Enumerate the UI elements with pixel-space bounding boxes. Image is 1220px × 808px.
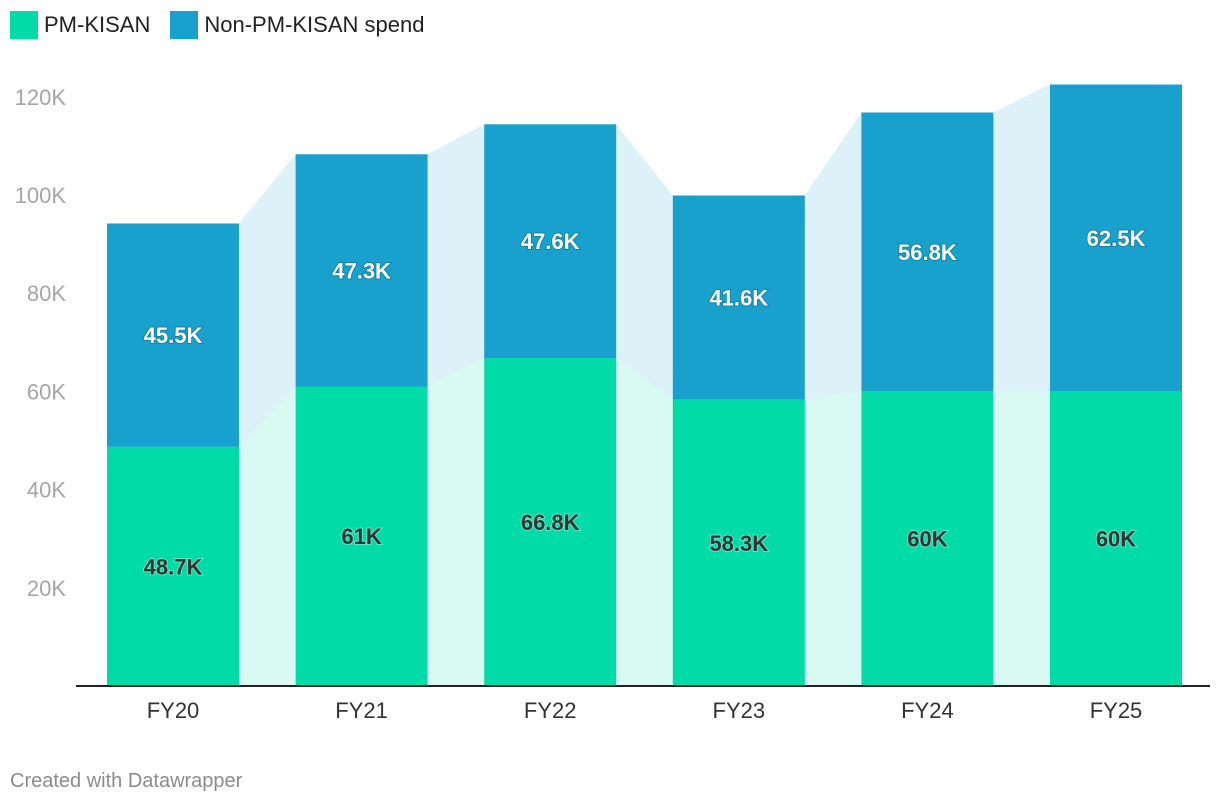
value-label: 61K xyxy=(341,524,381,549)
bar-pm-kisan-fy24 xyxy=(861,391,994,686)
value-label: 60K xyxy=(1096,527,1136,552)
connector-band-non-pm-kisan xyxy=(993,84,1050,392)
connector-band-pm-kisan xyxy=(616,358,673,686)
bar-pm-kisan-fy21 xyxy=(295,386,428,686)
bars xyxy=(107,84,1182,686)
value-labels: 48.7K 45.5K 61K 47.3K 66.8K 47.6K 58.3K 41.6K 60… xyxy=(143,225,1147,580)
x-tick-label: FY24 xyxy=(901,698,954,723)
y-tick-label: 40K xyxy=(27,478,66,503)
value-label: 60K xyxy=(907,527,947,552)
bar-pm-kisan-fy22 xyxy=(484,358,617,686)
connector-band-pm-kisan xyxy=(239,386,296,686)
y-tick-label: 20K xyxy=(27,576,66,601)
x-tick-label: FY21 xyxy=(335,698,388,723)
value-label: 48.7K xyxy=(144,554,203,579)
bar-non-pm-kisan-fy24 xyxy=(861,112,994,392)
legend-swatch-pm-kisan xyxy=(10,11,38,39)
legend-swatch-non-pm-kisan xyxy=(170,11,199,39)
x-axis-ticks: FY20 FY21 FY22 FY23 FY24 FY25 xyxy=(147,698,1143,723)
connector-band-pm-kisan xyxy=(804,391,862,686)
value-label: 47.3K xyxy=(332,258,391,283)
y-tick-label: 80K xyxy=(27,281,66,306)
bar-pm-kisan-fy23 xyxy=(672,399,805,686)
bar-non-pm-kisan-fy21 xyxy=(295,154,428,387)
bar-non-pm-kisan-fy25 xyxy=(1050,84,1182,392)
bar-non-pm-kisan-fy20 xyxy=(107,223,239,447)
x-tick-label: FY20 xyxy=(147,698,200,723)
legend-label-pm-kisan: PM-KISAN xyxy=(44,12,151,37)
connector-band-non-pm-kisan xyxy=(427,124,485,387)
value-label: 66.8K xyxy=(521,510,580,535)
value-label: 45.5K xyxy=(144,323,203,348)
connector-band-non-pm-kisan xyxy=(616,124,673,400)
value-label: 47.6K xyxy=(521,229,580,254)
y-tick-label: 60K xyxy=(27,379,66,404)
value-label: 56.8K xyxy=(898,240,957,265)
y-tick-label: 100K xyxy=(15,183,67,208)
legend-item-non-pm-kisan: Non-PM-KISAN spend xyxy=(170,11,424,39)
x-tick-label: FY25 xyxy=(1090,698,1143,723)
value-label: 58.3K xyxy=(709,531,768,556)
bar-pm-kisan-fy20 xyxy=(107,446,239,686)
connector-bands xyxy=(239,84,1050,686)
value-label: 41.6K xyxy=(709,286,768,311)
legend-label-non-pm-kisan: Non-PM-KISAN spend xyxy=(204,12,425,37)
y-axis-ticks: 20K 40K 60K 80K 100K 120K xyxy=(15,85,67,601)
legend-item-pm-kisan: PM-KISAN xyxy=(10,11,150,39)
connector-band-pm-kisan xyxy=(427,358,485,686)
connector-band-non-pm-kisan xyxy=(239,154,296,447)
value-label: 62.5K xyxy=(1087,226,1146,251)
bar-non-pm-kisan-fy23 xyxy=(672,195,805,400)
connector-band-pm-kisan xyxy=(993,391,1050,686)
x-tick-label: FY23 xyxy=(713,698,766,723)
y-tick-label: 120K xyxy=(15,85,67,110)
bar-non-pm-kisan-fy22 xyxy=(484,124,617,359)
x-tick-label: FY22 xyxy=(524,698,577,723)
footer-credit: Created with Datawrapper xyxy=(10,770,243,792)
connector-band-non-pm-kisan xyxy=(804,112,862,400)
bar-pm-kisan-fy25 xyxy=(1050,391,1182,686)
legend: PM-KISAN Non-PM-KISAN spend xyxy=(10,11,444,39)
